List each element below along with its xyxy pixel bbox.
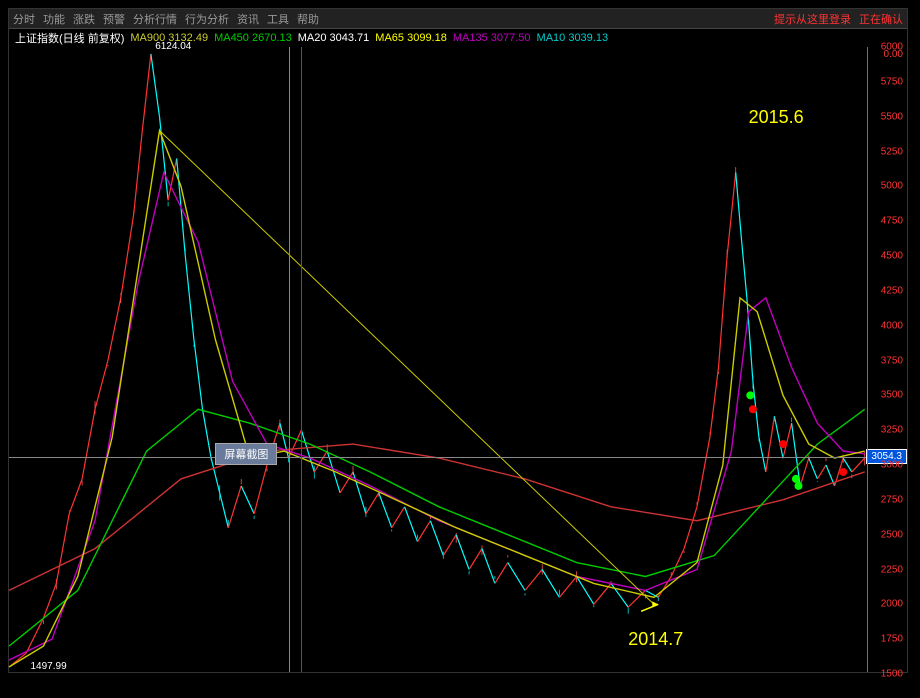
chart-title: 上证指数(日线 前复权) [15, 30, 124, 46]
y-tick: 1500 [881, 669, 903, 680]
legend-entry: MA135 3077.50 [453, 32, 531, 44]
annotation: 2015.6 [749, 107, 804, 128]
y-tick: 2500 [881, 529, 903, 540]
crosshair-hline [9, 457, 867, 458]
legend-entry: MA65 3099.18 [375, 32, 447, 44]
legend-entry: MA450 2670.13 [214, 32, 292, 44]
y-tick: 4000 [881, 320, 903, 331]
legend-entry: MA20 3043.71 [298, 32, 370, 44]
toolbar: 分时 功能 涨跌 预警 分析行情 行为分析 资讯 工具 帮助 提示从这里登录 正… [9, 9, 907, 29]
y-tick: 3750 [881, 355, 903, 366]
y-tick: 4250 [881, 285, 903, 296]
menu-item[interactable]: 工具 [267, 11, 289, 27]
legend-entry: MA10 3039.13 [537, 32, 609, 44]
y-tick: 2000 [881, 599, 903, 610]
price-label: 1497.99 [31, 661, 67, 672]
y-tick: 5250 [881, 146, 903, 157]
status-text: 正在确认 [859, 11, 903, 27]
y-tick: 5500 [881, 111, 903, 122]
status-text: 提示从这里登录 [774, 11, 851, 27]
y-tick: 3250 [881, 425, 903, 436]
y-tick: 6000 [881, 42, 903, 53]
y-tick: 5000 [881, 181, 903, 192]
chart-window: 分时 功能 涨跌 预警 分析行情 行为分析 资讯 工具 帮助 提示从这里登录 正… [8, 8, 908, 673]
y-tick: 2250 [881, 564, 903, 575]
y-axis: 1500175020002250250027503000325035003750… [867, 47, 907, 672]
chart-area[interactable]: 0.00 3054.36124.041497.992015.62014.7屏幕截… [9, 47, 907, 672]
price-label: 6124.04 [155, 41, 191, 52]
chart-svg [9, 47, 867, 672]
menu-item[interactable]: 功能 [43, 11, 65, 27]
y-tick: 1750 [881, 634, 903, 645]
y-tick: 5750 [881, 76, 903, 87]
vertical-divider [301, 47, 302, 672]
menu-item[interactable]: 资讯 [237, 11, 259, 27]
menu-item[interactable]: 涨跌 [73, 11, 95, 27]
menu-item[interactable]: 分析行情 [133, 11, 177, 27]
menu-item[interactable]: 分时 [13, 11, 35, 27]
y-tick: 2750 [881, 494, 903, 505]
y-tick: 3000 [881, 460, 903, 471]
menu-item[interactable]: 预警 [103, 11, 125, 27]
legend-bar: 上证指数(日线 前复权) MA900 3132.49MA450 2670.13M… [9, 29, 907, 47]
menu-item[interactable]: 行为分析 [185, 11, 229, 27]
plot-region[interactable]: 3054.36124.041497.992015.62014.7屏幕截图 [9, 47, 867, 672]
screenshot-tooltip: 屏幕截图 [215, 443, 277, 465]
annotation: 2014.7 [628, 629, 683, 650]
crosshair-vline [289, 47, 290, 672]
y-tick: 3500 [881, 390, 903, 401]
y-tick: 4500 [881, 251, 903, 262]
menu-item[interactable]: 帮助 [297, 11, 319, 27]
toolbar-right: 提示从这里登录 正在确认 [774, 11, 903, 27]
y-tick: 4750 [881, 216, 903, 227]
